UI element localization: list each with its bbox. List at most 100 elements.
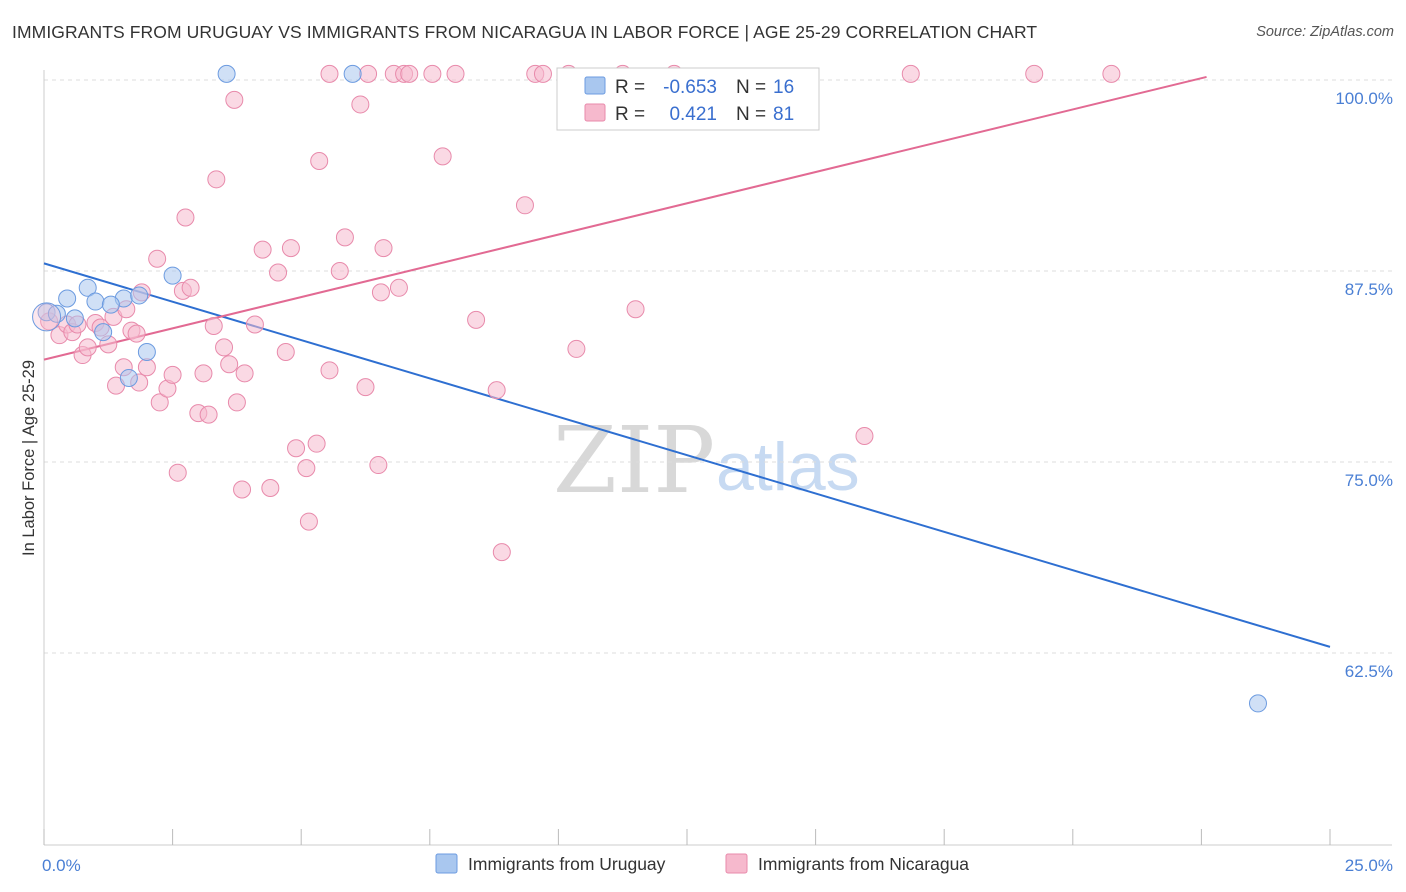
legend-swatch-uruguay bbox=[584, 76, 606, 95]
point-nicaragua bbox=[467, 310, 486, 329]
point-nicaragua bbox=[423, 64, 442, 83]
watermark-zip: ZIP bbox=[553, 407, 715, 514]
point-nicaragua bbox=[351, 95, 370, 114]
x-tick-label: 25.0% bbox=[1345, 856, 1393, 875]
chart-title: IMMIGRANTS FROM URUGUAY VS IMMIGRANTS FR… bbox=[12, 22, 1038, 42]
point-nicaragua bbox=[335, 228, 354, 247]
point-nicaragua bbox=[215, 338, 234, 357]
scatter-points bbox=[32, 64, 1267, 713]
x-tick-label: 0.0% bbox=[42, 856, 81, 875]
point-nicaragua bbox=[299, 512, 318, 531]
source-credit: Source: ZipAtlas.com bbox=[1256, 24, 1394, 40]
legend-swatch-nicaragua bbox=[584, 103, 606, 122]
point-uruguay bbox=[86, 292, 105, 311]
point-nicaragua bbox=[310, 151, 329, 170]
point-nicaragua bbox=[227, 393, 246, 412]
point-nicaragua bbox=[515, 196, 534, 215]
point-nicaragua bbox=[389, 278, 408, 297]
point-nicaragua bbox=[1025, 64, 1044, 83]
y-tick-label: 62.5% bbox=[1345, 662, 1393, 681]
point-nicaragua bbox=[253, 240, 272, 259]
point-nicaragua bbox=[168, 463, 187, 482]
point-nicaragua bbox=[204, 317, 223, 336]
trend-line-uruguay bbox=[43, 262, 1331, 648]
point-nicaragua bbox=[176, 208, 195, 227]
y-tick-label: 75.0% bbox=[1345, 471, 1393, 490]
series-legend-label-uruguay: Immigrants from Uruguay bbox=[468, 854, 666, 874]
point-uruguay bbox=[130, 286, 149, 305]
point-nicaragua bbox=[371, 283, 390, 302]
point-nicaragua bbox=[287, 439, 306, 458]
point-nicaragua bbox=[533, 64, 552, 83]
watermark: ZIP atlas bbox=[553, 407, 860, 514]
point-nicaragua bbox=[276, 342, 295, 361]
point-uruguay bbox=[94, 323, 113, 342]
legend-r-label-uruguay: R = bbox=[615, 77, 645, 98]
point-nicaragua bbox=[400, 64, 419, 83]
legend-n-value-nicaragua: 81 bbox=[773, 104, 794, 125]
point-nicaragua bbox=[137, 358, 156, 377]
series-legend-label-nicaragua: Immigrants from Nicaragua bbox=[758, 854, 969, 874]
point-nicaragua bbox=[567, 339, 586, 358]
point-uruguay bbox=[119, 368, 138, 387]
point-nicaragua bbox=[492, 543, 511, 562]
point-nicaragua bbox=[150, 393, 169, 412]
point-nicaragua bbox=[194, 364, 213, 383]
point-nicaragua bbox=[901, 64, 920, 83]
point-nicaragua bbox=[148, 249, 167, 268]
legend-r-label-nicaragua: R = bbox=[615, 104, 645, 125]
point-nicaragua bbox=[433, 147, 452, 166]
legend-r-value-nicaragua: 0.421 bbox=[669, 104, 717, 125]
axes: 62.5% 75.0% 87.5% 100.0% 0.0% 25.0% bbox=[42, 70, 1393, 875]
point-nicaragua bbox=[281, 239, 300, 258]
legend-n-value-uruguay: 16 bbox=[773, 77, 794, 98]
point-uruguay bbox=[217, 64, 236, 83]
point-nicaragua bbox=[220, 355, 239, 374]
point-nicaragua bbox=[199, 405, 218, 424]
series-legend-swatch-nicaragua bbox=[725, 853, 748, 874]
point-uruguay bbox=[65, 309, 84, 328]
point-nicaragua bbox=[369, 456, 388, 475]
series-legend-swatch-uruguay bbox=[435, 853, 458, 874]
stats-legend: R = -0.653 N = 16 R = 0.421 N = 81 bbox=[556, 67, 820, 131]
point-uruguay bbox=[47, 304, 66, 323]
series-legend: Immigrants from Uruguay Immigrants from … bbox=[435, 853, 969, 874]
point-nicaragua bbox=[356, 378, 375, 397]
point-nicaragua bbox=[181, 278, 200, 297]
point-nicaragua bbox=[78, 338, 97, 357]
point-nicaragua bbox=[626, 300, 645, 319]
point-nicaragua bbox=[297, 459, 316, 478]
legend-n-label-nicaragua: N = bbox=[736, 104, 766, 125]
point-nicaragua bbox=[374, 239, 393, 258]
point-uruguay bbox=[101, 295, 120, 314]
trend-line-nicaragua bbox=[43, 75, 1207, 361]
y-tick-label: 87.5% bbox=[1345, 280, 1393, 299]
point-nicaragua bbox=[307, 434, 326, 453]
y-axis-label: In Labor Force | Age 25-29 bbox=[20, 360, 38, 556]
point-uruguay bbox=[78, 278, 97, 297]
point-nicaragua bbox=[233, 480, 252, 499]
point-nicaragua bbox=[245, 315, 264, 334]
point-nicaragua bbox=[330, 262, 349, 280]
point-nicaragua bbox=[855, 427, 874, 446]
point-nicaragua bbox=[163, 365, 182, 384]
point-nicaragua bbox=[487, 381, 506, 400]
legend-r-value-uruguay: -0.653 bbox=[663, 77, 717, 98]
point-uruguay bbox=[343, 64, 362, 83]
point-nicaragua bbox=[269, 263, 288, 282]
point-uruguay bbox=[58, 289, 77, 308]
point-uruguay bbox=[1248, 694, 1267, 713]
point-nicaragua bbox=[235, 364, 254, 383]
legend-n-label-uruguay: N = bbox=[736, 77, 766, 98]
point-nicaragua bbox=[207, 170, 226, 189]
point-nicaragua bbox=[261, 478, 280, 497]
point-uruguay bbox=[137, 342, 156, 361]
y-tick-label: 100.0% bbox=[1335, 89, 1393, 108]
point-uruguay bbox=[163, 266, 182, 285]
point-cluster bbox=[32, 302, 62, 332]
point-nicaragua bbox=[1102, 64, 1121, 83]
point-nicaragua bbox=[127, 324, 146, 343]
point-nicaragua bbox=[225, 90, 244, 109]
watermark-atlas: atlas bbox=[716, 429, 860, 505]
point-nicaragua bbox=[446, 64, 465, 83]
